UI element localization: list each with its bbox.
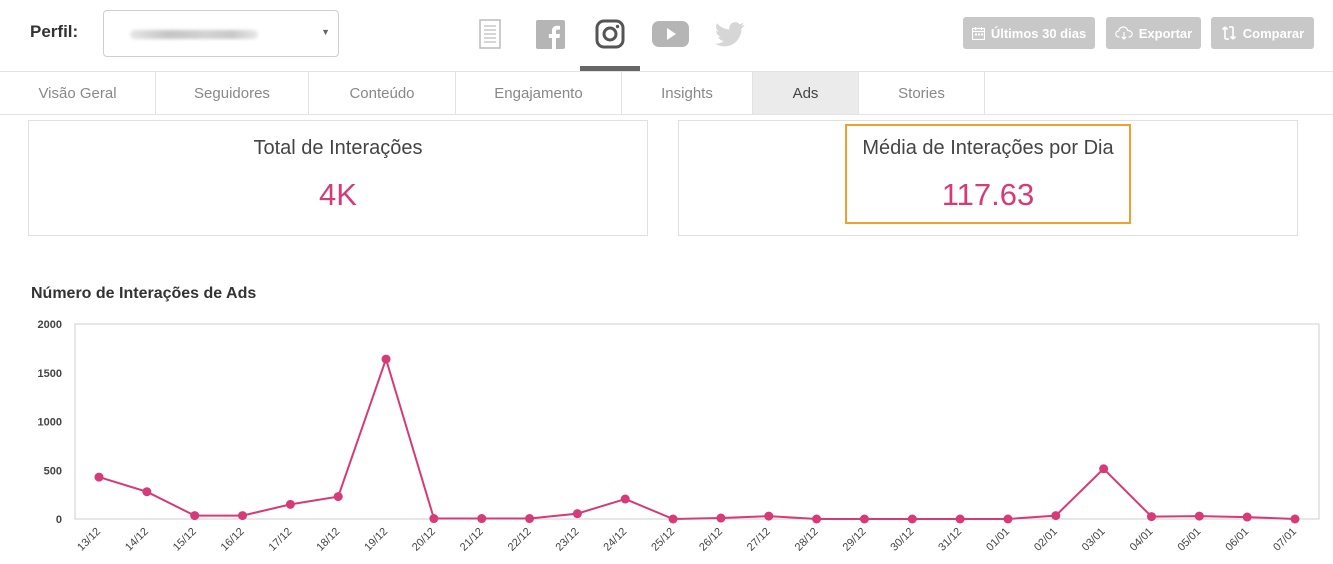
chart-title: Número de Interações de Ads	[31, 285, 257, 302]
x-tick-label: 30/12	[888, 526, 916, 554]
y-tick-label: 1500	[38, 368, 62, 380]
youtube-icon[interactable]	[651, 14, 689, 54]
data-point[interactable]	[1194, 511, 1204, 521]
x-tick-label: 20/12	[410, 526, 438, 554]
x-tick-label: 18/12	[314, 526, 342, 554]
x-tick-label: 14/12	[123, 526, 151, 554]
x-tick-label: 15/12	[171, 526, 199, 554]
facebook-icon[interactable]	[535, 14, 565, 54]
data-point[interactable]	[1146, 512, 1156, 522]
x-tick-label: 28/12	[793, 526, 821, 554]
x-tick-label: 02/01	[1032, 526, 1060, 554]
plot-area	[74, 323, 1320, 520]
data-point[interactable]	[429, 514, 439, 524]
export-button-label: Exportar	[1138, 25, 1193, 41]
total-interactions-card: Total de Interações 4K	[28, 120, 648, 236]
x-tick-label: 24/12	[601, 526, 629, 554]
data-point[interactable]	[1290, 514, 1300, 524]
data-point[interactable]	[142, 487, 152, 497]
compare-icon	[1221, 26, 1236, 40]
x-tick-label: 31/12	[936, 526, 964, 554]
data-point[interactable]	[1099, 464, 1109, 474]
data-point[interactable]	[525, 514, 535, 524]
x-tick-label: 23/12	[554, 526, 582, 554]
y-tick-label: 2000	[38, 319, 62, 331]
active-network-indicator	[580, 66, 640, 71]
perfil-value-redacted	[130, 30, 258, 39]
tab-insights[interactable]: Insights	[622, 72, 753, 114]
x-tick-label: 21/12	[458, 526, 486, 554]
x-tick-label: 22/12	[506, 526, 534, 554]
data-point[interactable]	[94, 472, 104, 482]
twitter-icon[interactable]	[713, 14, 747, 54]
series-line	[98, 355, 1296, 521]
data-point[interactable]	[620, 494, 630, 504]
header: Perfil: ▼	[0, 0, 1333, 72]
x-tick-label: 19/12	[362, 526, 390, 554]
data-point[interactable]	[190, 511, 200, 521]
cloud-download-icon	[1114, 26, 1133, 40]
data-point[interactable]	[477, 514, 487, 524]
tab-conteudo[interactable]: Conteúdo	[309, 72, 456, 114]
x-tick-label: 17/12	[267, 526, 295, 554]
instagram-icon[interactable]	[593, 14, 627, 54]
perfil-label: Perfil:	[30, 22, 79, 41]
perfil-select[interactable]: ▼	[103, 10, 339, 57]
data-point[interactable]	[1051, 511, 1061, 521]
x-tick-label: 13/12	[75, 526, 103, 554]
data-point[interactable]	[572, 509, 582, 519]
x-tick-label: 25/12	[649, 526, 677, 554]
y-tick-label: 500	[44, 465, 62, 477]
x-tick-label: 06/01	[1223, 526, 1251, 554]
y-tick-label: 0	[56, 514, 62, 526]
total-interactions-title: Total de Interações	[253, 137, 423, 159]
average-interactions-title: Média de Interações por Dia	[862, 137, 1114, 159]
chevron-down-icon: ▼	[321, 27, 330, 37]
tab-stories[interactable]: Stories	[859, 72, 985, 114]
highlight-box	[845, 124, 1131, 224]
compare-button[interactable]: Comparar	[1211, 17, 1314, 49]
x-tick-label: 05/01	[1175, 526, 1203, 554]
x-tick-label: 16/12	[219, 526, 247, 554]
data-point[interactable]	[333, 492, 343, 502]
period-button-label: Últimos 30 dias	[990, 25, 1087, 41]
y-tick-label: 1000	[38, 417, 62, 429]
data-point[interactable]	[812, 514, 822, 524]
data-point[interactable]	[859, 514, 869, 524]
data-point[interactable]	[907, 514, 917, 524]
x-tick-label: 26/12	[697, 526, 725, 554]
x-tick-label: 03/01	[1080, 526, 1108, 554]
average-interactions-card: Média de Interações por Dia 117.63	[678, 120, 1298, 236]
x-tick-label: 27/12	[745, 526, 773, 554]
data-point[interactable]	[764, 511, 774, 521]
data-point[interactable]	[238, 511, 248, 521]
data-point[interactable]	[955, 514, 965, 524]
x-tick-label: 29/12	[841, 526, 869, 554]
data-point[interactable]	[1242, 512, 1252, 522]
average-interactions-value: 117.63	[941, 177, 1035, 212]
tab-ads[interactable]: Ads	[753, 72, 859, 114]
x-tick-label: 01/01	[984, 526, 1012, 554]
tab-bar: Visão Geral Seguidores Conteúdo Engajame…	[0, 72, 1333, 115]
data-point[interactable]	[381, 354, 391, 364]
compare-button-label: Comparar	[1242, 25, 1305, 41]
x-tick-label: 04/01	[1128, 526, 1156, 554]
data-point[interactable]	[285, 499, 295, 509]
tab-seguidores[interactable]: Seguidores	[156, 72, 309, 114]
export-button[interactable]: Exportar	[1106, 17, 1201, 49]
data-point[interactable]	[1003, 514, 1013, 524]
total-interactions-value: 4K	[319, 177, 357, 212]
tab-visao-geral[interactable]: Visão Geral	[0, 72, 156, 114]
data-point[interactable]	[668, 514, 678, 524]
interactions-line-chart: 2000 1500 1000 500 0 13/12 14/12 15/12 16/12 17/…	[38, 319, 1320, 554]
calendar-icon	[971, 26, 985, 40]
tab-engajamento[interactable]: Engajamento	[456, 72, 622, 114]
report-icon[interactable]	[478, 14, 502, 54]
x-tick-label: 07/01	[1271, 526, 1299, 554]
data-point[interactable]	[716, 513, 726, 523]
period-button[interactable]: Últimos 30 dias	[963, 17, 1095, 49]
